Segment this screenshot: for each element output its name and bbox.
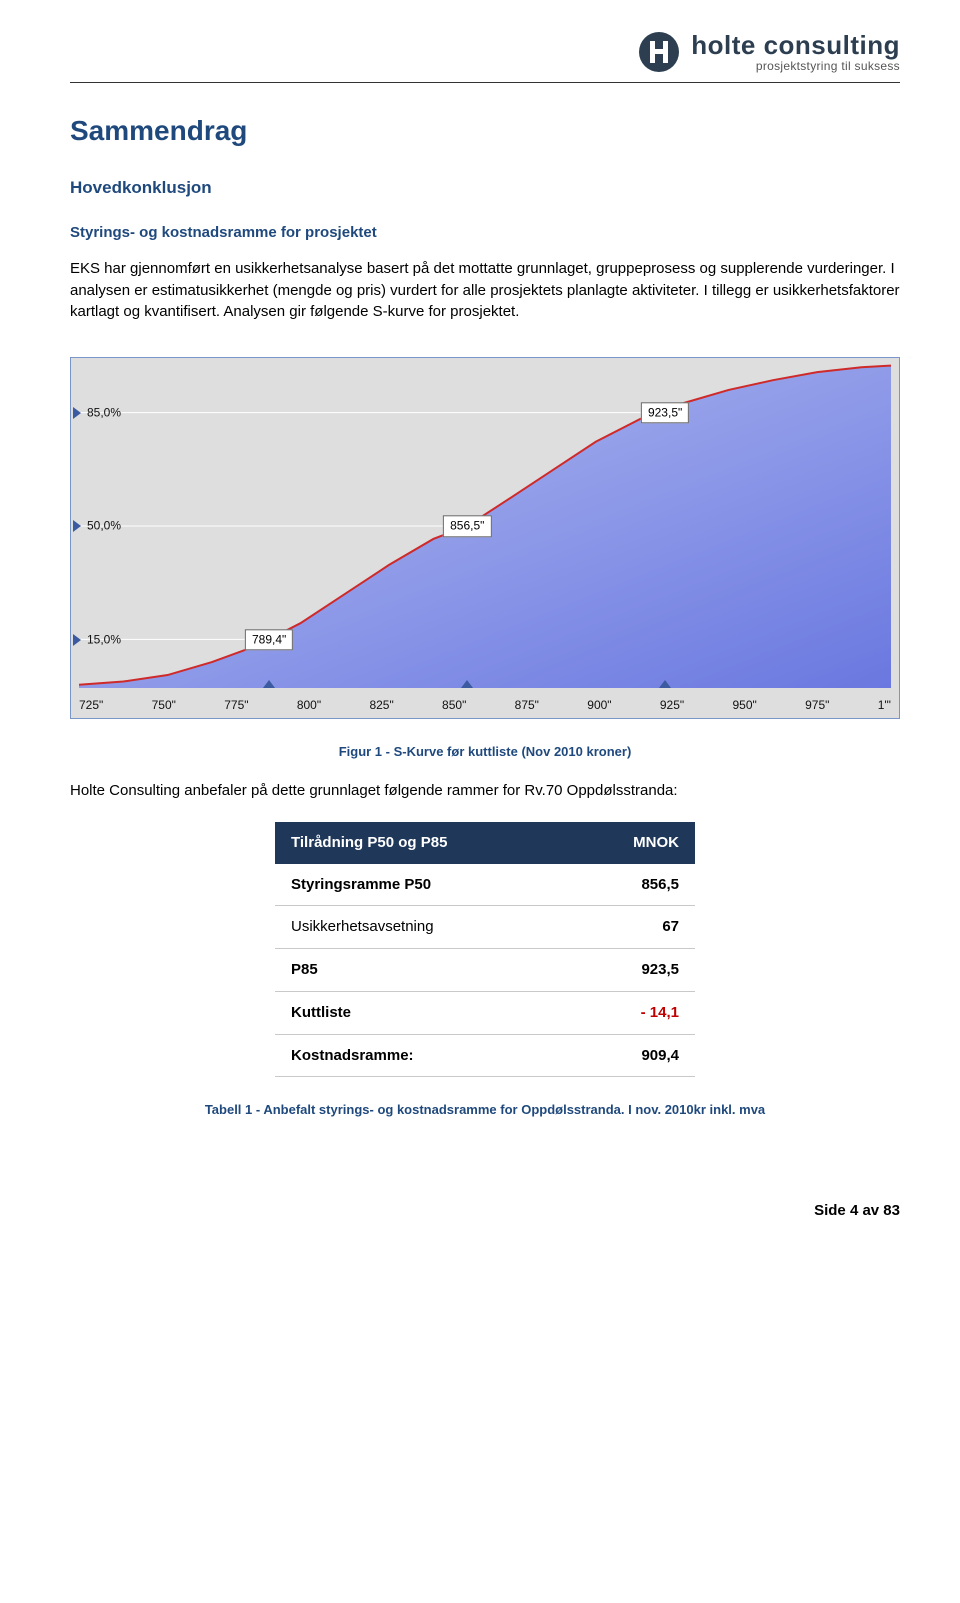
x-axis: 725" 750" 775" 800" 825" 850" 875" 900" 925" 950"… [79,697,891,714]
x-tick-label: 850" [442,697,466,714]
table-col-label: Tilrådning P50 og P85 [275,822,572,864]
table-cell-label: Kuttliste [275,991,572,1034]
y-marker-icon [73,520,81,532]
x-tick-label: 725" [79,697,103,714]
table-cell-value: 909,4 [572,1034,695,1077]
paragraph-2: Holte Consulting anbefaler på dette grun… [70,780,900,802]
table-row: Kostnadsramme:909,4 [275,1034,695,1077]
x-tick-label: 875" [515,697,539,714]
x-marker-icon [461,680,473,688]
value-callout: 789,4" [245,629,293,650]
s-curve-figure: 85,0% 923,5" 50,0% 856,5" 15,0% 789,4" 725" 75… [70,357,900,719]
table-caption: Tabell 1 - Anbefalt styrings- og kostnad… [70,1101,900,1120]
y-axis-label: 85,0% [87,404,121,421]
table-cell-value: - 14,1 [572,991,695,1034]
x-tick-label: 800" [297,697,321,714]
table-cell-value: 923,5 [572,949,695,992]
table-cell-label: Usikkerhetsavsetning [275,906,572,949]
x-tick-label: 825" [369,697,393,714]
logo-icon [637,30,681,74]
table-cell-label: Kostnadsramme: [275,1034,572,1077]
value-callout: 856,5" [443,516,491,537]
table-cell-label: P85 [275,949,572,992]
table-cell-value: 856,5 [572,864,695,906]
logo: holte consulting prosjektstyring til suk… [637,30,900,74]
x-marker-icon [263,680,275,688]
table-row: Kuttliste- 14,1 [275,991,695,1034]
y-axis-label: 15,0% [87,631,121,648]
value-callout: 923,5" [641,402,689,423]
y-axis-label: 50,0% [87,518,121,535]
table-row: Usikkerhetsavsetning67 [275,906,695,949]
subtitle: Hovedkonklusjon [70,176,900,201]
s-curve-chart: 85,0% 923,5" 50,0% 856,5" 15,0% 789,4" 725" 75… [71,358,899,718]
table-cell-value: 67 [572,906,695,949]
table-cell-label: Styringsramme P50 [275,864,572,906]
x-tick-label: 975" [805,697,829,714]
table-col-value: MNOK [572,822,695,864]
recommendation-table: Tilrådning P50 og P85 MNOK Styringsramme… [275,822,695,1078]
y-marker-icon [73,407,81,419]
x-tick-label: 900" [587,697,611,714]
page-title: Sammendrag [70,111,900,152]
y-marker-icon [73,634,81,646]
table-row: Styringsramme P50856,5 [275,864,695,906]
page-header: holte consulting prosjektstyring til suk… [70,30,900,83]
figure-caption: Figur 1 - S-Kurve før kuttliste (Nov 201… [70,743,900,762]
logo-tagline: prosjektstyring til suksess [756,60,900,72]
x-tick-label: 775" [224,697,248,714]
table-row: P85923,5 [275,949,695,992]
x-tick-label: 950" [732,697,756,714]
page-number: Side 4 av 83 [814,1202,900,1219]
x-marker-icon [659,680,671,688]
page-footer: Side 4 av 83 [70,1200,900,1222]
x-tick-label: 750" [152,697,176,714]
logo-name: holte consulting [691,32,900,58]
x-tick-label: 1'" [878,697,891,714]
paragraph-1: EKS har gjennomført en usikkerhetsanalys… [70,258,900,323]
x-tick-label: 925" [660,697,684,714]
section-heading: Styrings- og kostnadsramme for prosjekte… [70,222,900,244]
